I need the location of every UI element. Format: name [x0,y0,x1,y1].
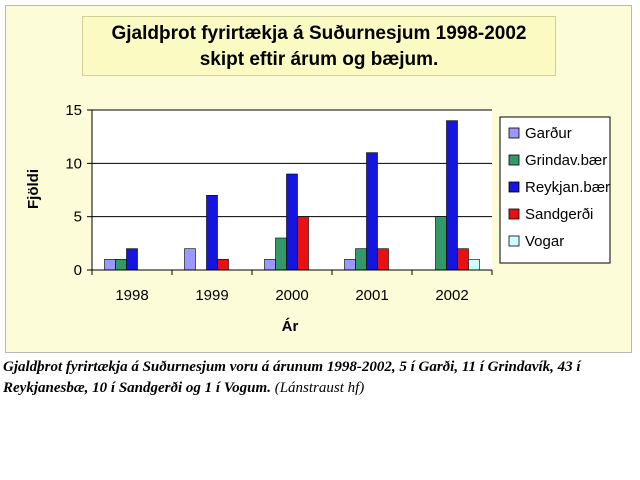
bar [435,216,447,271]
bar [377,248,389,271]
bar [126,248,138,271]
y-tick-label: 10 [65,155,82,172]
legend-label: Reykjan.bær [525,179,610,196]
legend-label: Garður [525,125,572,142]
legend: Garður Grindav.bær Reykjan.bær Sandgerði Vog… [499,116,611,264]
bar [264,259,276,271]
bar [115,259,127,271]
y-tick-label: 15 [65,102,82,119]
y-tick-label: 0 [74,262,82,279]
legend-label: Grindav.bær [525,152,607,169]
legend-swatch [508,154,520,166]
x-tick-label: 2000 [275,287,308,304]
legend-swatch [508,181,520,193]
bar [457,248,469,271]
bar [366,152,378,271]
x-tick-label: 1999 [195,287,228,304]
legend-swatch [508,235,520,247]
bar-chart: 0 5 10 15 1998 1999 2000 2001 2002 Garður Grindav… [25,102,611,335]
legend-label: Sandgerði [525,206,593,223]
bar [468,259,480,271]
caption-source: (Lánstraust hf) [274,380,365,396]
bar [297,216,309,271]
bar [446,120,458,271]
bar [286,173,298,271]
x-axis-label: Ár [282,318,299,335]
bar [217,259,229,271]
legend-label: Vogar [525,233,564,250]
bar [104,259,116,271]
x-tick-label: 1998 [115,287,148,304]
y-tick-label: 5 [74,209,82,226]
chart-title-line1: Gjaldþrot fyrirtækja á Suðurnesjum 1998-… [111,23,527,44]
x-tick-label: 2001 [355,287,388,304]
caption: Gjaldþrot fyrirtækja á Suðurnesjum voru … [3,357,633,399]
plot-area: 0 5 10 15 1998 1999 2000 2001 2002 [65,102,493,304]
chart-title: Gjaldþrot fyrirtækja á Suðurnesjum 1998-… [82,16,556,76]
x-tick-label: 2002 [435,287,468,304]
bar [355,248,367,271]
chart-title-line2: skipt eftir árum og bæjum. [199,49,439,70]
legend-swatch [508,127,520,139]
bar [275,237,287,271]
bar [344,259,356,271]
caption-text: Gjaldþrot fyrirtækja á Suðurnesjum voru … [3,359,581,396]
y-axis-label: Fjöldi [25,169,42,209]
legend-swatch [508,208,520,220]
bar [206,195,218,271]
bar [184,248,196,271]
